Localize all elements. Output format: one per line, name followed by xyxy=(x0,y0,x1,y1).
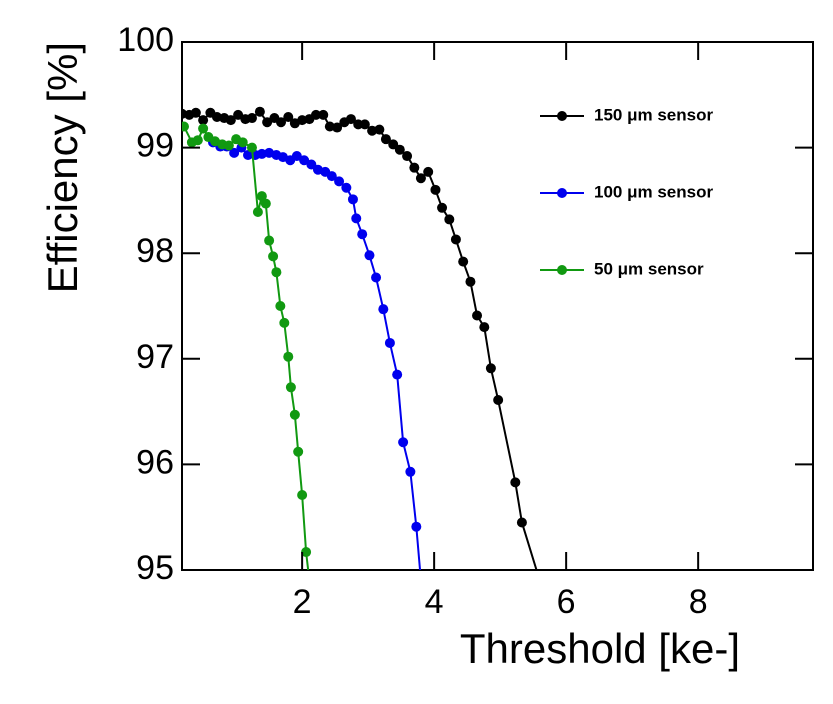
data-point xyxy=(182,121,189,132)
data-point xyxy=(430,184,441,195)
data-point xyxy=(332,122,343,133)
data-point xyxy=(262,117,273,128)
data-point xyxy=(392,369,403,380)
y-axis-label: Efficiency [%] xyxy=(39,42,86,293)
data-point xyxy=(380,134,391,145)
data-point xyxy=(318,109,329,120)
data-point xyxy=(458,256,469,267)
data-point xyxy=(275,301,286,311)
data-point xyxy=(291,151,302,162)
data-point xyxy=(493,394,504,405)
data-point xyxy=(283,111,294,122)
series-line xyxy=(182,110,538,570)
data-point xyxy=(198,115,209,126)
data-point xyxy=(276,117,287,128)
plot-frame xyxy=(181,41,814,571)
data-point xyxy=(347,194,358,205)
y-tick-label: 100 xyxy=(117,21,174,59)
data-point xyxy=(233,109,244,120)
data-point xyxy=(345,114,356,125)
data-point xyxy=(283,351,294,362)
data-point xyxy=(371,272,382,283)
data-point xyxy=(357,229,368,240)
y-tick-label: 95 xyxy=(136,549,174,587)
y-tick-label: 99 xyxy=(136,127,174,165)
data-point xyxy=(293,446,304,457)
data-point xyxy=(398,437,409,448)
data-point xyxy=(405,466,416,477)
data-point xyxy=(437,202,448,213)
data-point xyxy=(510,477,521,488)
data-point xyxy=(310,109,321,120)
plot-area xyxy=(182,106,545,586)
x-tick-label: 4 xyxy=(425,583,444,621)
data-point xyxy=(246,142,257,153)
data-point xyxy=(351,213,362,224)
data-point xyxy=(268,251,279,262)
data-point xyxy=(465,276,476,287)
series-line xyxy=(212,141,422,570)
data-point xyxy=(198,123,209,134)
data-point xyxy=(423,166,434,177)
data-point xyxy=(384,337,395,348)
data-point xyxy=(334,176,345,187)
data-point xyxy=(374,124,385,135)
data-point xyxy=(279,317,290,328)
data-point xyxy=(237,137,248,148)
y-tick-label: 98 xyxy=(136,232,174,270)
x-tick-label: 8 xyxy=(689,583,708,621)
y-tick-label: 97 xyxy=(136,338,174,376)
data-point xyxy=(301,547,312,558)
data-point xyxy=(364,250,375,261)
data-point xyxy=(479,322,490,333)
data-point xyxy=(485,363,496,374)
data-point xyxy=(326,171,337,182)
data-point xyxy=(285,382,296,393)
data-point xyxy=(411,521,422,532)
data-point xyxy=(246,113,257,124)
y-tick-label: 96 xyxy=(136,443,174,481)
data-point xyxy=(252,207,263,218)
data-point xyxy=(415,173,426,184)
data-point xyxy=(271,267,282,278)
data-point xyxy=(409,162,420,173)
data-point xyxy=(260,198,271,209)
data-point xyxy=(450,234,461,245)
data-point xyxy=(472,310,483,321)
data-point xyxy=(289,409,300,420)
data-point xyxy=(225,115,236,126)
x-axis-label: Threshold [ke-] xyxy=(460,625,740,672)
data-point xyxy=(223,140,234,151)
x-tick-label: 2 xyxy=(293,583,312,621)
data-point xyxy=(402,151,413,162)
data-point xyxy=(394,144,405,155)
data-point xyxy=(444,214,455,225)
legend-marker xyxy=(557,111,567,121)
x-tick-label: 6 xyxy=(557,583,576,621)
data-point xyxy=(516,517,527,528)
data-point xyxy=(254,106,265,117)
data-point xyxy=(192,135,203,146)
legend-text: 150 μm sensor xyxy=(594,105,713,124)
data-point xyxy=(256,191,267,202)
data-point xyxy=(297,490,308,501)
data-point xyxy=(190,107,201,118)
data-point xyxy=(535,576,545,586)
legend-marker xyxy=(557,188,567,198)
data-point xyxy=(378,304,389,315)
data-point xyxy=(359,119,370,130)
data-point xyxy=(299,155,310,166)
data-point xyxy=(229,147,240,158)
legend-text: 100 μm sensor xyxy=(594,182,713,201)
legend-text: 50 μm sensor xyxy=(594,259,704,278)
legend-marker xyxy=(557,265,567,275)
data-point xyxy=(243,149,254,160)
data-point xyxy=(264,235,275,246)
data-point xyxy=(341,182,352,193)
